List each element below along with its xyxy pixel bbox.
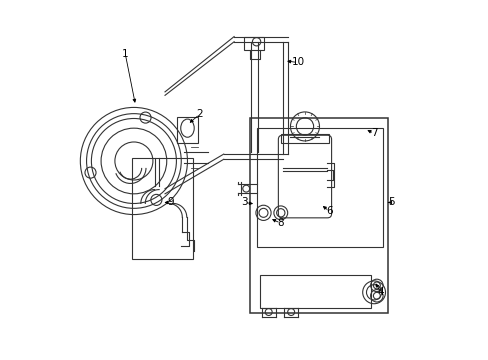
Bar: [260, 275, 370, 308]
Text: 1: 1: [122, 49, 128, 59]
Bar: [132, 158, 192, 260]
Bar: [177, 117, 198, 143]
Bar: [280, 134, 328, 143]
Text: 6: 6: [325, 206, 332, 216]
Bar: [249, 118, 387, 313]
Text: 3: 3: [241, 198, 247, 207]
Text: 9: 9: [166, 198, 173, 207]
Text: 10: 10: [291, 58, 304, 67]
Text: 4: 4: [377, 287, 384, 297]
Text: 5: 5: [387, 198, 394, 207]
Text: 7: 7: [370, 129, 377, 138]
Bar: [256, 128, 382, 247]
Text: 2: 2: [196, 109, 203, 119]
Bar: [244, 37, 263, 50]
Text: 8: 8: [277, 218, 284, 228]
